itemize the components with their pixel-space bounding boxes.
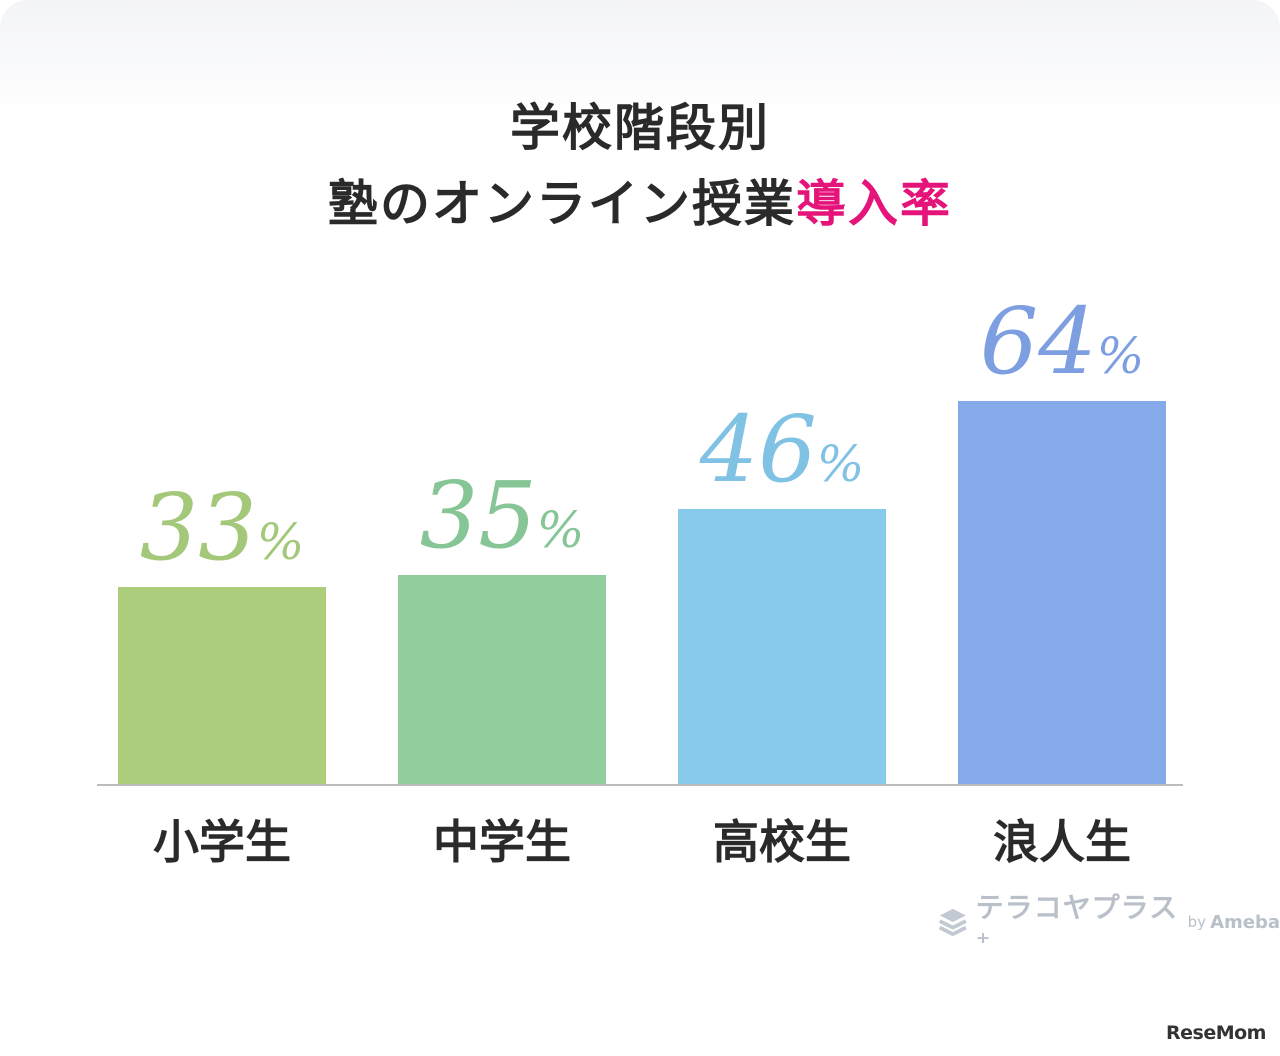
- logo-by-text: by: [1187, 913, 1207, 931]
- terakoya-plus-logo: テラコヤプラス⁺ by Ameba: [936, 891, 1280, 959]
- category-label-3: 高校生: [713, 815, 851, 869]
- chart-title: 学校階段別 塾のオンライン授業導入率: [0, 90, 1280, 242]
- value-labels-group: 33% 35% 46% 64%: [140, 288, 1145, 581]
- bar-1: [118, 587, 326, 785]
- resemom-watermark: ReseMom: [1166, 1022, 1266, 1044]
- title-main-text: 塾のオンライン授業: [328, 175, 796, 233]
- bars-group: [118, 401, 1166, 785]
- stack-icon: [938, 908, 967, 937]
- value-label-4: 64%: [980, 288, 1145, 395]
- bar-2: [398, 575, 606, 785]
- value-label-3: 46%: [699, 396, 865, 503]
- bar-3: [678, 509, 886, 785]
- category-label-2: 中学生: [433, 815, 571, 869]
- category-label-4: 浪人生: [993, 815, 1131, 869]
- value-label-2: 35%: [420, 462, 585, 569]
- value-label-1: 33%: [140, 474, 305, 581]
- title-line-1: 学校階段別: [510, 99, 770, 157]
- bar-4: [958, 401, 1166, 785]
- title-line-2: 塾のオンライン授業導入率: [0, 166, 1280, 242]
- category-labels-group: 小学生 中学生 高校生 浪人生: [153, 815, 1131, 869]
- category-label-1: 小学生: [153, 815, 291, 869]
- title-accent-text: 導入率: [796, 175, 952, 233]
- logo-brand-text: Ameba: [1210, 911, 1280, 933]
- logo-text: テラコヤプラス⁺: [975, 890, 1179, 959]
